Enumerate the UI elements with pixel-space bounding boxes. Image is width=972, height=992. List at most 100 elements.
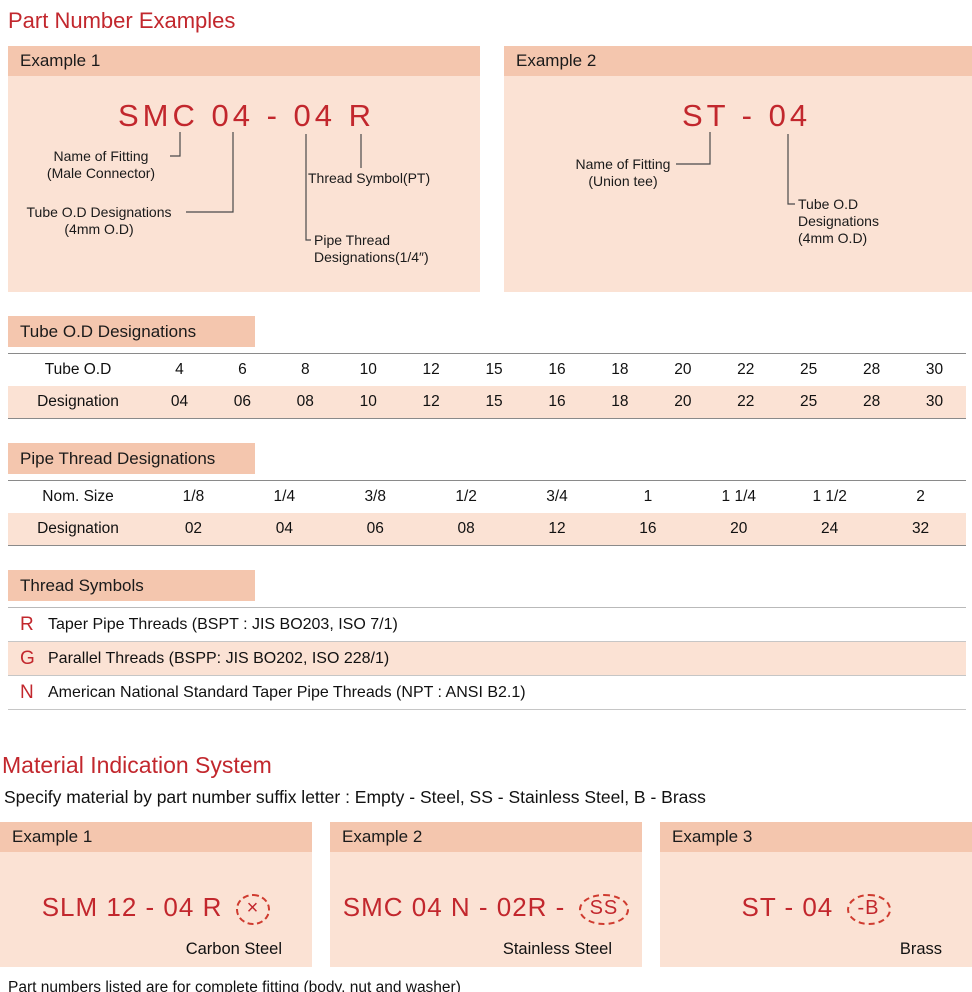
pipe-thread-table: Nom. Size 1/8 1/4 3/8 1/2 3/4 1 1 1/4 1 1/2 2 De… [8,480,966,546]
material-name-label: Stainless Steel [502,940,612,958]
annotation-name-of-fitting: Name of Fitting (Male Connector) [34,148,168,182]
table-cell: 16 [548,393,566,410]
table-cell: 28 [862,361,881,378]
table-cell: 16 [548,361,566,378]
table-cell: 20 [674,361,692,378]
table-row: Tube O.D 4 6 8 10 12 15 16 18 20 22 25 28 30 [8,354,966,386]
table-cell: 04 [275,520,293,537]
table-cell: 12 [422,361,440,378]
material-examples: Example 1 SLM 12 - 04 R × Carbon Steel E… [0,822,972,967]
material-example-header: Example 3 [660,822,972,852]
table-cell: 10 [359,361,377,378]
thread-symbols-table: R Taper Pipe Threads (BSPT : JIS BO203, … [8,607,966,710]
table-cell: 12 [548,520,566,537]
material-section-subtitle: Specify material by part number suffix l… [4,787,706,807]
material-part-number: SMC 04 N - 02R - SS [330,892,642,925]
table-cell: 08 [296,393,314,410]
thread-symbol-letter: R [20,613,34,635]
table-row: Designation 04 06 08 10 12 15 16 18 20 22 25 28 30 [8,386,966,418]
thread-symbols-section-header: Thread Symbols [8,570,255,601]
table-cell: 06 [366,520,384,537]
pipe-thread-section-header: Pipe Thread Designations [8,443,255,474]
thread-symbol-description: Parallel Threads (BSPP: JIS BO202, ISO 2… [48,649,390,667]
annotation-label: Tube O.D [798,196,859,212]
row-label: Tube O.D [44,361,112,378]
thread-symbol-description: Taper Pipe Threads (BSPT : JIS BO203, IS… [48,615,398,633]
table-cell: 32 [911,520,930,537]
example1-header: Example 1 [8,46,480,76]
annotation-tube-od: Tube O.D Designations (4mm O.D) [798,196,879,247]
annotation-label: Name of Fitting [53,148,149,164]
material-example-box: Example 3 ST - 04 -B Brass [660,822,972,967]
material-suffix-circle: SS [578,894,630,925]
row-values: 02 04 06 08 12 16 20 24 32 [148,520,966,538]
table-cell: 28 [862,393,881,410]
table-cell: 30 [925,361,944,378]
table-cell: 15 [485,361,503,378]
material-example-body: SLM 12 - 04 R × Carbon Steel [0,852,312,967]
annotation-label: Thread Symbol(PT) [308,170,431,186]
table-cell: 1/8 [182,488,205,505]
annotation-name-of-fitting: Name of Fitting (Union tee) [554,156,692,190]
table-cell: 4 [175,361,184,378]
tube-od-line [186,132,234,213]
table-cell: 25 [800,393,818,410]
thread-symbol-letter: N [20,681,34,703]
part-number: SMC 04 - 04 R [118,98,376,133]
table-cell: 12 [422,393,440,410]
table-cell: 3/8 [364,488,386,505]
thread-symbol-description: American National Standard Taper Pipe Th… [48,683,526,701]
connector-lines [170,132,362,241]
thread-symbol-row: R Taper Pipe Threads (BSPT : JIS BO203, … [8,608,966,642]
table-cell: 1/4 [273,488,296,505]
table-cell: 30 [925,393,944,410]
material-suffix-circle: -B [846,894,891,925]
row-values: 4 6 8 10 12 15 16 18 20 22 25 28 30 [148,361,966,379]
table-row: Nom. Size 1/8 1/4 3/8 1/2 3/4 1 1 1/4 1 1/2 2 [8,481,966,513]
part-number-text: ST - 04 [741,892,834,922]
row-label: Nom. Size [42,488,114,505]
annotation-tube-od: Tube O.D Designations (4mm O.D) [14,204,184,238]
row-values: 04 06 08 10 12 15 16 18 20 22 25 28 30 [148,393,966,411]
table-cell: 2 [916,488,925,505]
example2-header: Example 2 [504,46,972,76]
table-cell: 8 [300,361,310,378]
material-name-label: Brass [899,940,942,958]
material-name-label: Carbon Steel [185,940,282,958]
table-cell: 18 [611,361,629,378]
table-cell: 22 [737,361,755,378]
tube-od-table: Tube O.D 4 6 8 10 12 15 16 18 20 22 25 28 30 Designa… [8,353,966,419]
table-cell: 15 [485,393,503,410]
table-cell: 1 1/4 [721,488,757,505]
table-row: Designation 02 04 06 08 12 16 20 24 32 [8,513,966,545]
thread-symbol-row: N American National Standard Taper Pipe … [8,676,966,710]
table-cell: 16 [639,520,657,537]
table-cell: 04 [170,393,189,410]
example1-diagram: SMC 04 - 04 R Name of Fitting (Male Conn… [8,76,480,292]
annotation-sublabel: (4mm O.D) [798,230,868,246]
table-cell: 3/4 [546,488,568,505]
connector-lines [676,132,795,205]
material-example-body: SMC 04 N - 02R - SS Stainless Steel [330,852,642,967]
annotation-label: Pipe Thread [314,232,391,248]
annotation-label: Name of Fitting [575,156,671,172]
table-cell: 1 [643,488,653,505]
table-cell: 24 [821,520,839,537]
annotation-sublabel: (Union tee) [588,173,658,189]
row-values: 1/8 1/4 3/8 1/2 3/4 1 1 1/4 1 1/2 2 [148,488,966,506]
example1-box: Example 1 SMC 04 - 04 R Name of Fitting … [8,46,480,292]
material-example-box: Example 2 SMC 04 N - 02R - SS Stainless … [330,822,642,967]
row-label: Designation [37,393,119,410]
footnote: Part numbers listed are for complete fit… [8,979,461,992]
part-number-text: SMC 04 N - 02R - [342,892,566,922]
annotation-label: Tube O.D Designations [26,204,172,220]
example2-diagram: ST - 04 Name of Fitting (Union tee) Tube… [504,76,972,292]
annotation-sublabel: Designations(1/4″) [314,249,429,265]
annotation-sublabel: (4mm O.D) [64,221,134,237]
material-example-header: Example 1 [0,822,312,852]
table-cell: 06 [233,393,251,410]
annotation-sublabel: (Male Connector) [46,165,156,181]
part-number-examples: Example 1 SMC 04 - 04 R Name of Fitting … [8,46,972,292]
table-cell: 20 [674,393,692,410]
